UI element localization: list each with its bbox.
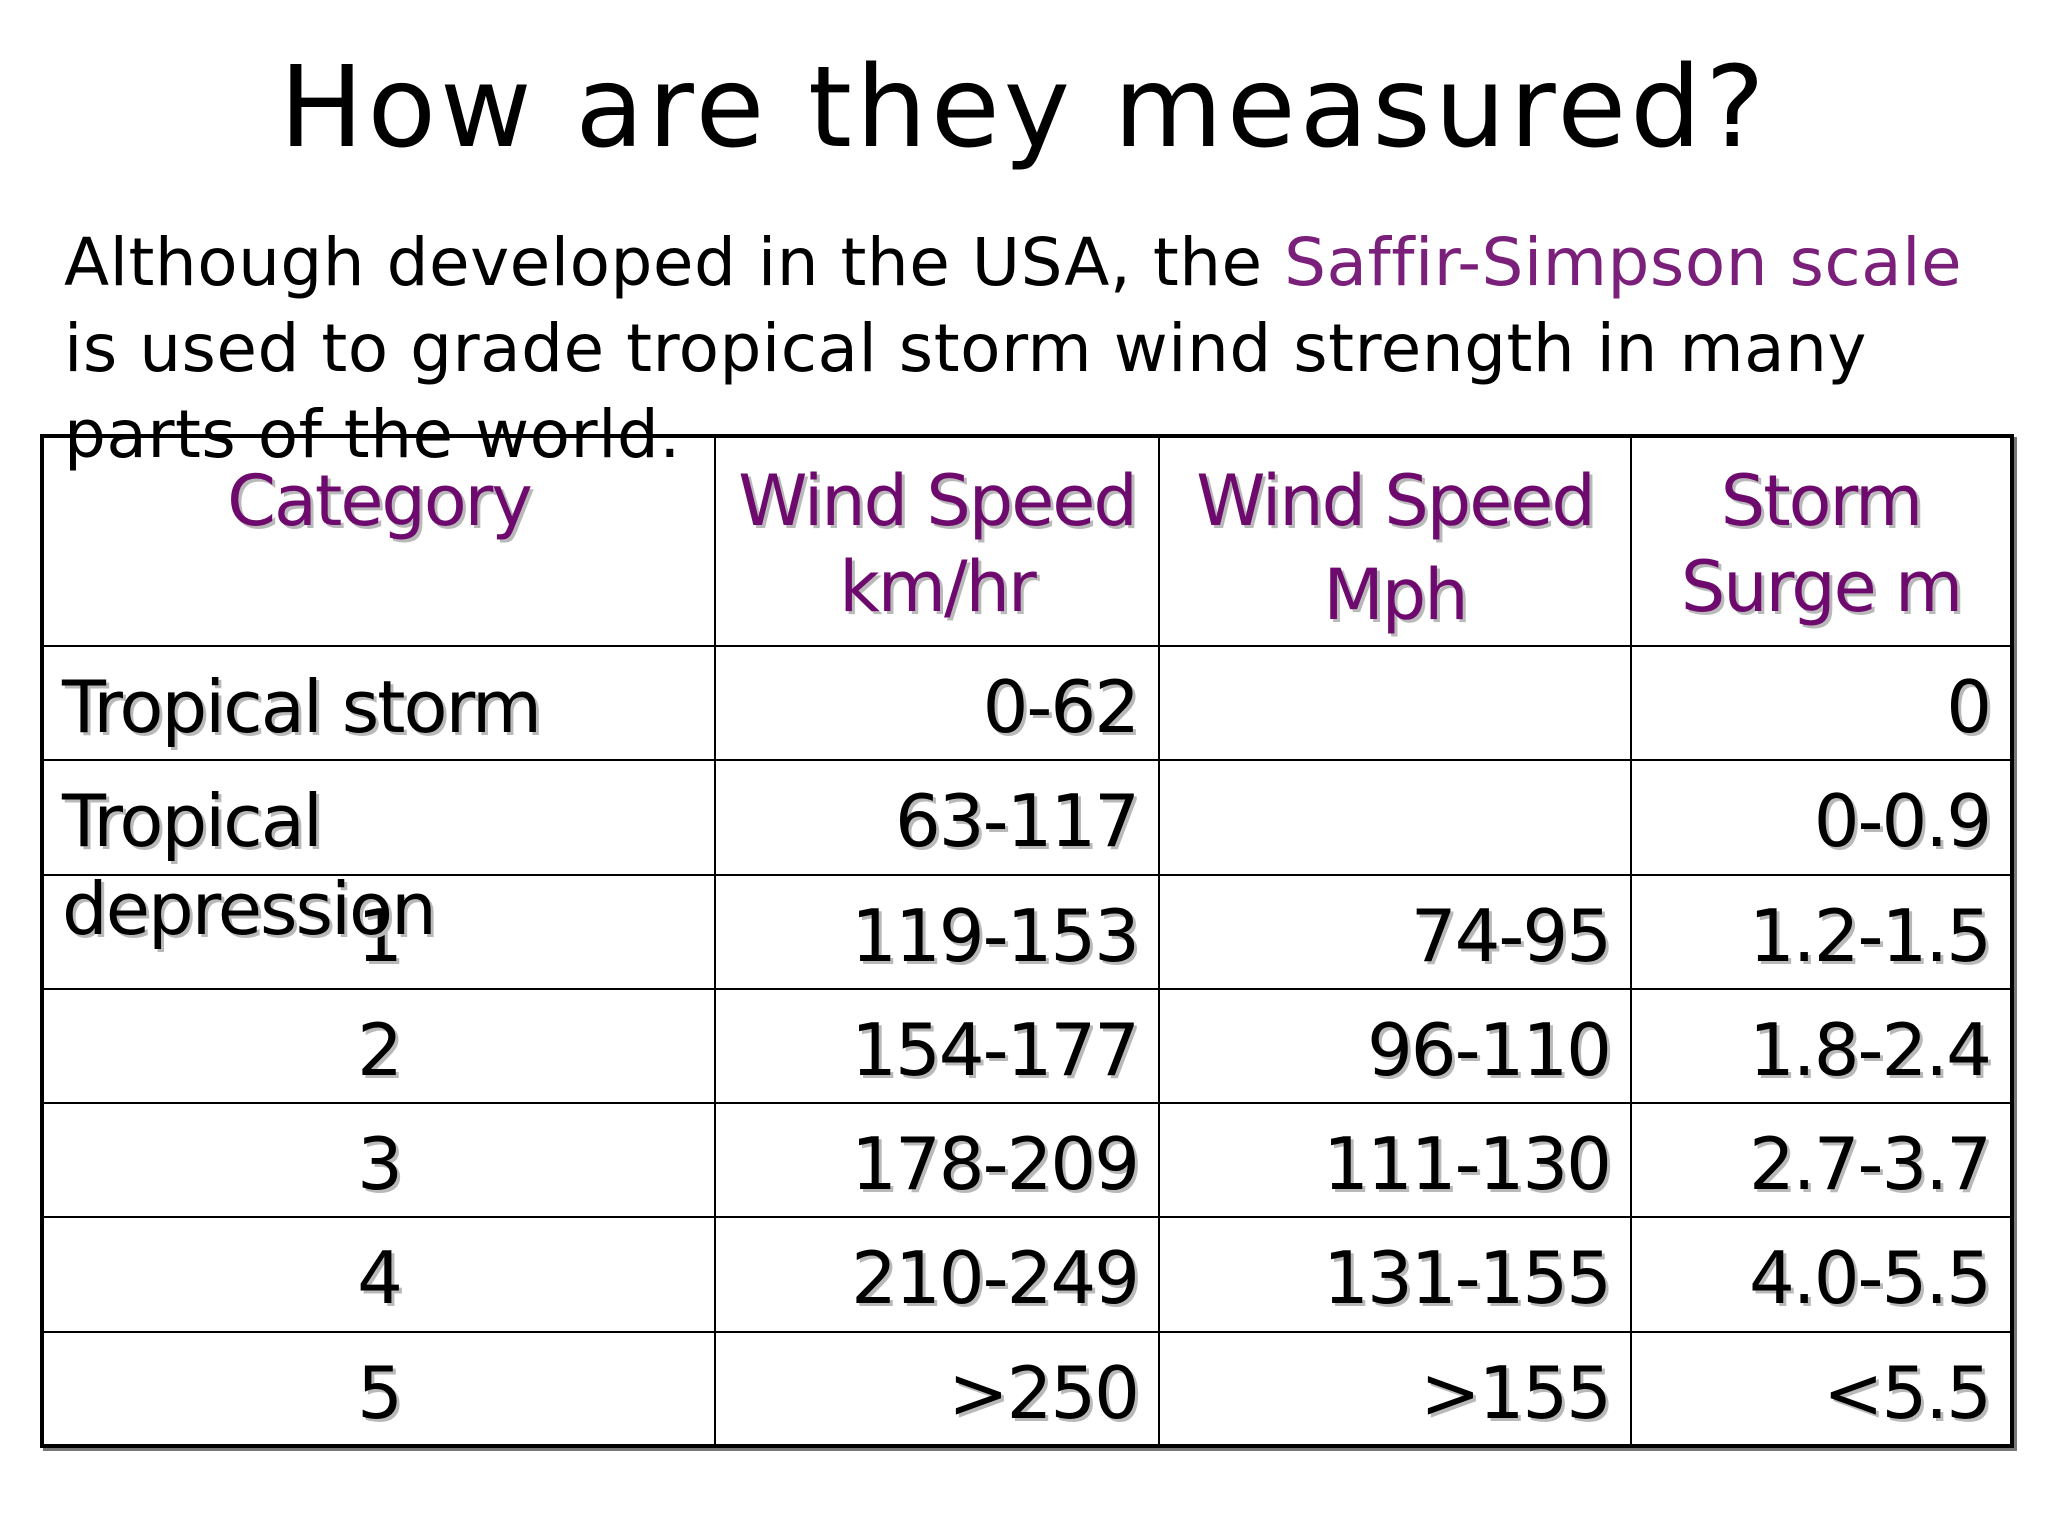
intro-paragraph: Although developed in the USA, the Saffi… [64,220,2004,478]
table-row: Tropical depression 63-117 0-0.9 [41,759,2013,951]
wind-kmh-value: 178-209 [851,1122,1140,1207]
header-storm-surge: Storm Surge m [1630,435,2013,647]
wind-kmh-cell: 154-177 [714,987,1160,1105]
storm-surge-value: 0 [1946,665,1992,749]
slide-title: How are they measured? [279,43,1769,173]
table-row: 2 154-177 96-110 1.8-2.4 [41,987,2013,1105]
header-surge-line2: Surge m [1680,546,1963,628]
category-cell: 5 [41,1330,716,1448]
storm-surge-value: 2.7-3.7 [1749,1122,1992,1207]
saffir-simpson-table: Category Wind Speed km/hr Wind Speed Mph… [40,434,2014,1448]
wind-kmh-cell: 119-153 [714,873,1160,990]
wind-mph-value: 131-155 [1323,1236,1612,1321]
category-value: 3 [357,1122,403,1207]
wind-mph-cell: 111-130 [1158,1102,1632,1219]
wind-kmh-value: 119-153 [851,893,1140,978]
category-cell: Tropical depression [41,759,716,951]
category-cell: 2 [41,987,716,1105]
wind-kmh-cell: >250 [714,1330,1160,1448]
wind-kmh-value: 210-249 [851,1236,1140,1321]
wind-mph-cell [1158,759,1632,876]
category-value: 2 [357,1007,403,1092]
header-wind-kmh-line2: km/hr [839,546,1036,628]
wind-kmh-cell: 0-62 [714,644,1160,762]
table-row: Tropical storm 0-62 0 [41,644,2013,762]
header-category-label: Category [227,460,533,542]
wind-kmh-cell: 210-249 [714,1216,1160,1333]
storm-surge-value: <5.5 [1823,1350,1992,1435]
storm-surge-cell: 0-0.9 [1630,759,2013,876]
storm-surge-cell: 0 [1630,644,2013,762]
wind-mph-value: >155 [1420,1350,1612,1435]
table-header-row: Category Wind Speed km/hr Wind Speed Mph… [41,435,2013,647]
table-row: 5 >250 >155 <5.5 [41,1330,2013,1448]
storm-surge-cell: 2.7-3.7 [1630,1102,2013,1219]
table-row: 1 119-153 74-95 1.2-1.5 [41,873,2013,990]
category-value: 5 [357,1350,403,1435]
wind-kmh-cell: 178-209 [714,1102,1160,1219]
wind-mph-cell: 131-155 [1158,1216,1632,1333]
wind-kmh-value: 0-62 [982,665,1140,749]
wind-mph-cell: >155 [1158,1330,1632,1448]
storm-surge-cell: 4.0-5.5 [1630,1216,2013,1333]
header-wind-mph-line1: Wind Speed [1196,460,1596,542]
category-value: Tropical storm [62,665,542,749]
wind-kmh-value: >250 [948,1350,1140,1435]
header-wind-speed-kmh: Wind Speed km/hr [714,435,1160,647]
header-wind-mph-line2: Mph [1323,554,1468,636]
storm-surge-cell: 1.8-2.4 [1630,987,2013,1105]
category-cell: 4 [41,1216,716,1333]
storm-surge-value: 1.2-1.5 [1749,893,1992,978]
header-category: Category [41,435,716,647]
category-value: Tropical depression [62,779,437,952]
category-cell: 3 [41,1102,716,1219]
storm-surge-value: 1.8-2.4 [1749,1007,1992,1092]
storm-surge-value: 0-0.9 [1813,779,1992,864]
wind-mph-cell: 96-110 [1158,987,1632,1105]
wind-kmh-cell: 63-117 [714,759,1160,876]
header-wind-speed-mph: Wind Speed Mph [1158,435,1632,647]
wind-mph-cell: 74-95 [1158,873,1632,990]
table-row: 3 178-209 111-130 2.7-3.7 [41,1102,2013,1219]
header-surge-line1: Storm [1720,460,1923,542]
storm-surge-cell: 1.2-1.5 [1630,873,2013,990]
category-cell: Tropical storm [41,644,716,762]
storm-surge-cell: <5.5 [1630,1330,2013,1448]
category-value: 4 [357,1236,403,1321]
category-cell: 1 [41,873,716,990]
wind-kmh-value: 154-177 [851,1007,1140,1092]
intro-text-start: Although developed in the USA, the [64,224,1285,301]
header-wind-kmh-line1: Wind Speed [738,460,1138,542]
saffir-simpson-scale-term: Saffir-Simpson scale [1284,224,1963,301]
category-value: 1 [357,893,403,978]
wind-mph-value: 111-130 [1323,1122,1612,1207]
wind-mph-value: 74-95 [1410,893,1612,978]
wind-kmh-value: 63-117 [894,779,1140,864]
wind-mph-cell [1158,644,1632,762]
wind-mph-value: 96-110 [1366,1007,1612,1092]
storm-surge-value: 4.0-5.5 [1749,1236,1992,1321]
table-row: 4 210-249 131-155 4.0-5.5 [41,1216,2013,1333]
